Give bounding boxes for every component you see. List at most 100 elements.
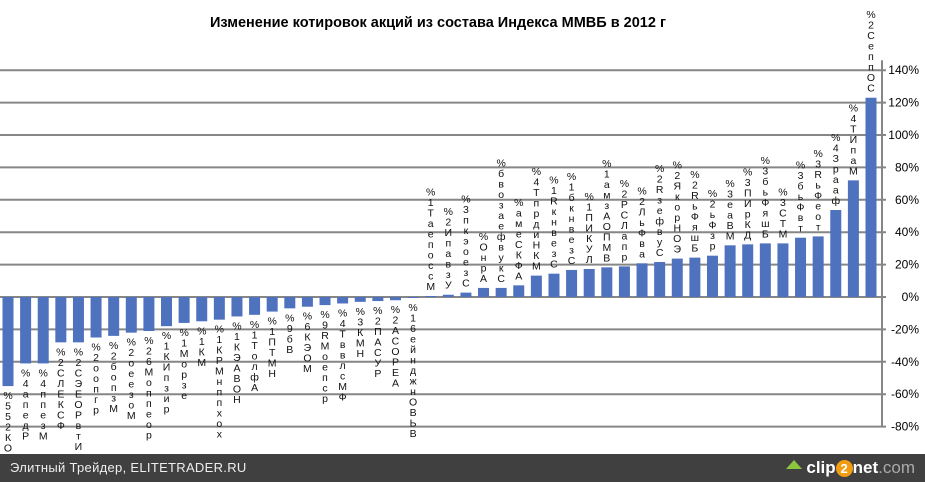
chart-title: Изменение котировок акций из состава Инд… xyxy=(210,15,666,31)
bar-label: % 1 П Т М Н xyxy=(268,316,277,381)
bar xyxy=(125,297,137,333)
bar-label: % 2 С Л Е К С Ф xyxy=(56,346,65,432)
y-tick-label: -20% xyxy=(891,322,919,336)
bar xyxy=(354,297,366,302)
bar xyxy=(777,243,789,297)
bar xyxy=(442,294,454,297)
bar xyxy=(319,297,331,306)
bar-label: % 1 К М xyxy=(197,325,206,369)
y-tick-label: -80% xyxy=(891,420,919,434)
bar xyxy=(495,287,507,297)
clip2net-logo: clip 2 net.com xyxy=(786,457,915,479)
y-tick-label: 100% xyxy=(888,128,919,142)
bar xyxy=(812,236,824,297)
bar-label: % 4 а п е д Р xyxy=(21,367,30,442)
footer-bar: Элитный Трейдер, ELITETRADER.RU clip 2 net… xyxy=(0,454,925,482)
bar-label: % 3 п к э о е з С xyxy=(461,194,470,290)
y-tick-label: 140% xyxy=(888,63,919,77)
bar-label: % 3 е а В М xyxy=(725,178,734,243)
y-tick-label: 120% xyxy=(888,96,919,110)
bar-label: % 3 С Т М xyxy=(778,186,787,240)
bars xyxy=(2,97,877,387)
bar xyxy=(847,180,859,297)
bar xyxy=(249,297,261,315)
y-axis: 140% 120% 100% 80% 60% 40% 20% 0% -20% -40% -60% -8… xyxy=(881,60,919,434)
bar xyxy=(72,297,84,343)
bar xyxy=(759,243,771,297)
bar xyxy=(706,255,718,297)
bar xyxy=(196,297,208,322)
bar xyxy=(266,297,278,312)
bar xyxy=(213,297,225,320)
bar xyxy=(601,267,613,297)
bar xyxy=(37,297,49,364)
bar xyxy=(583,268,595,297)
bar xyxy=(337,297,349,304)
bar-label: % 6 К Э О М xyxy=(303,311,312,376)
bar xyxy=(548,273,560,297)
bar-label: % 2 о о п г р xyxy=(91,342,100,417)
bar xyxy=(90,297,102,338)
bar xyxy=(55,297,67,343)
bar-label: % а м е С К Ф А xyxy=(514,197,523,283)
bar xyxy=(671,258,683,297)
gridlines xyxy=(0,69,886,428)
bar xyxy=(724,245,736,297)
bar xyxy=(742,244,754,297)
bar xyxy=(460,292,472,297)
bar xyxy=(372,297,384,302)
bar-label: % 1 6 е й н д ж н О В Ь В xyxy=(408,302,417,440)
bar-label: % 2 б о п з М xyxy=(109,340,118,415)
bar-label: % 9 б В xyxy=(285,312,294,356)
bar xyxy=(284,297,296,309)
bar xyxy=(143,297,155,332)
bar xyxy=(231,297,243,317)
source-text: Элитный Трейдер, ELITETRADER.RU xyxy=(10,460,247,475)
bar-label: % 4 п п е з М xyxy=(39,367,48,442)
bar-chart: Изменение котировок акций из состава Инд… xyxy=(0,9,919,454)
upload-arrow-icon xyxy=(786,459,803,469)
y-tick-label: 60% xyxy=(895,193,919,207)
bar xyxy=(478,287,490,297)
bar xyxy=(389,297,401,301)
bar-label: % 1 а м з А О П М В xyxy=(602,158,611,265)
bar-label: % 5 5 2 К О xyxy=(3,390,12,454)
bar xyxy=(795,237,807,297)
bar-label: % 2 А С О Р Е А xyxy=(391,304,400,390)
bar xyxy=(654,262,666,297)
bar-label: % 3 К М Н xyxy=(356,306,365,360)
bar xyxy=(830,210,842,297)
bar xyxy=(566,269,578,297)
y-tick-label: -60% xyxy=(891,387,919,401)
bar xyxy=(513,285,525,297)
bar xyxy=(20,297,32,364)
bar-label: % 1 П И К У Л xyxy=(585,191,594,266)
y-tick-label: 80% xyxy=(895,160,919,174)
bar-label: % 1 К Э А В О Н xyxy=(232,320,241,406)
bar xyxy=(178,297,190,323)
bar-label: % 1 б к н в е з С xyxy=(567,171,576,267)
bar xyxy=(530,275,542,297)
bar xyxy=(301,297,313,307)
